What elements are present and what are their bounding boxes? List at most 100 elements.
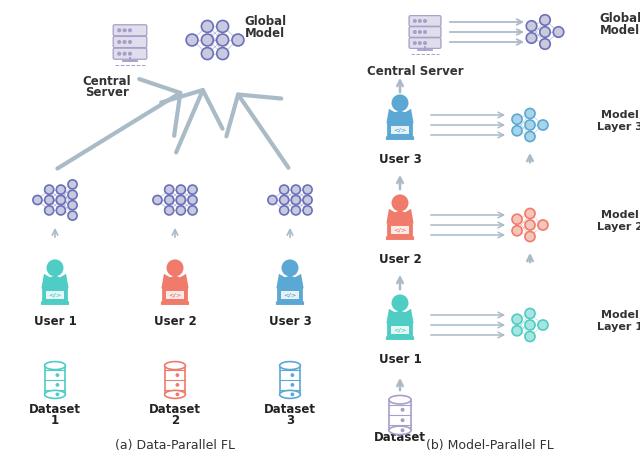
Text: Model: Model xyxy=(245,27,285,40)
Polygon shape xyxy=(280,366,300,395)
Text: (a) Data-Parallel FL: (a) Data-Parallel FL xyxy=(115,439,235,452)
Circle shape xyxy=(424,20,426,22)
Circle shape xyxy=(538,220,548,230)
Circle shape xyxy=(413,20,416,22)
Circle shape xyxy=(188,185,197,194)
Circle shape xyxy=(68,201,77,210)
Circle shape xyxy=(512,314,522,324)
Circle shape xyxy=(526,33,537,43)
Circle shape xyxy=(118,29,120,32)
Circle shape xyxy=(68,211,77,220)
Circle shape xyxy=(392,295,408,311)
Ellipse shape xyxy=(389,396,411,404)
Circle shape xyxy=(217,20,228,32)
Text: User 1: User 1 xyxy=(34,315,76,328)
Circle shape xyxy=(164,185,173,194)
Circle shape xyxy=(553,27,564,37)
Text: Server: Server xyxy=(85,86,129,99)
Circle shape xyxy=(56,185,65,194)
Ellipse shape xyxy=(389,426,411,435)
Ellipse shape xyxy=(164,361,186,370)
Polygon shape xyxy=(164,366,186,395)
Circle shape xyxy=(291,195,300,205)
Text: User 2: User 2 xyxy=(379,253,421,266)
Circle shape xyxy=(419,31,421,33)
Text: Layer 2: Layer 2 xyxy=(597,222,640,232)
Text: Central: Central xyxy=(83,75,131,88)
Circle shape xyxy=(291,384,294,386)
Text: Global: Global xyxy=(244,15,286,28)
FancyBboxPatch shape xyxy=(45,291,65,299)
Circle shape xyxy=(525,120,535,130)
Text: </>: </> xyxy=(394,128,406,133)
Text: (b) Model-Parallel FL: (b) Model-Parallel FL xyxy=(426,439,554,452)
Circle shape xyxy=(33,195,42,205)
FancyBboxPatch shape xyxy=(387,322,413,338)
Ellipse shape xyxy=(45,390,65,398)
Circle shape xyxy=(280,206,289,215)
Text: Layer 1: Layer 1 xyxy=(597,322,640,332)
Circle shape xyxy=(401,408,404,411)
Circle shape xyxy=(176,374,179,376)
Text: Model: Model xyxy=(601,210,639,220)
Circle shape xyxy=(166,260,184,277)
Ellipse shape xyxy=(280,390,300,398)
Circle shape xyxy=(202,34,213,46)
Text: 1: 1 xyxy=(51,414,59,427)
Circle shape xyxy=(413,31,416,33)
Text: Dataset: Dataset xyxy=(374,431,426,444)
Circle shape xyxy=(525,231,535,242)
Circle shape xyxy=(419,20,421,22)
FancyBboxPatch shape xyxy=(161,301,189,305)
Circle shape xyxy=(540,27,550,37)
Circle shape xyxy=(291,206,300,215)
FancyBboxPatch shape xyxy=(386,337,414,340)
FancyBboxPatch shape xyxy=(162,287,188,303)
FancyBboxPatch shape xyxy=(387,222,413,238)
FancyBboxPatch shape xyxy=(409,38,441,48)
Polygon shape xyxy=(45,366,65,395)
Circle shape xyxy=(188,206,197,215)
Circle shape xyxy=(512,226,522,236)
Circle shape xyxy=(176,195,186,205)
Text: Central Server: Central Server xyxy=(367,65,463,78)
Circle shape xyxy=(176,393,179,396)
Circle shape xyxy=(232,34,244,46)
Circle shape xyxy=(525,208,535,219)
Circle shape xyxy=(303,206,312,215)
Circle shape xyxy=(164,206,173,215)
Polygon shape xyxy=(42,274,68,288)
Circle shape xyxy=(56,393,59,396)
Polygon shape xyxy=(387,209,413,223)
Text: User 1: User 1 xyxy=(379,353,421,366)
Circle shape xyxy=(188,195,197,205)
Circle shape xyxy=(280,195,289,205)
Circle shape xyxy=(56,374,59,376)
FancyBboxPatch shape xyxy=(409,27,441,37)
Circle shape xyxy=(512,114,522,124)
FancyBboxPatch shape xyxy=(113,48,147,59)
Text: </>: </> xyxy=(284,293,297,298)
Text: </>: </> xyxy=(48,293,61,298)
Circle shape xyxy=(153,195,162,205)
Circle shape xyxy=(525,220,535,230)
Circle shape xyxy=(525,331,535,342)
Circle shape xyxy=(202,47,213,59)
Polygon shape xyxy=(276,274,303,288)
Circle shape xyxy=(268,195,277,205)
Polygon shape xyxy=(389,400,411,430)
Circle shape xyxy=(124,29,126,32)
Text: Model: Model xyxy=(600,24,640,37)
FancyBboxPatch shape xyxy=(166,291,184,299)
Circle shape xyxy=(56,384,59,386)
Circle shape xyxy=(526,21,537,31)
Circle shape xyxy=(56,206,65,215)
Text: 2: 2 xyxy=(171,414,179,427)
Text: Dataset: Dataset xyxy=(149,403,201,416)
FancyBboxPatch shape xyxy=(113,36,147,47)
Circle shape xyxy=(392,95,408,112)
Text: User 3: User 3 xyxy=(269,315,312,328)
Circle shape xyxy=(280,185,289,194)
FancyBboxPatch shape xyxy=(387,122,413,138)
Circle shape xyxy=(512,326,522,336)
